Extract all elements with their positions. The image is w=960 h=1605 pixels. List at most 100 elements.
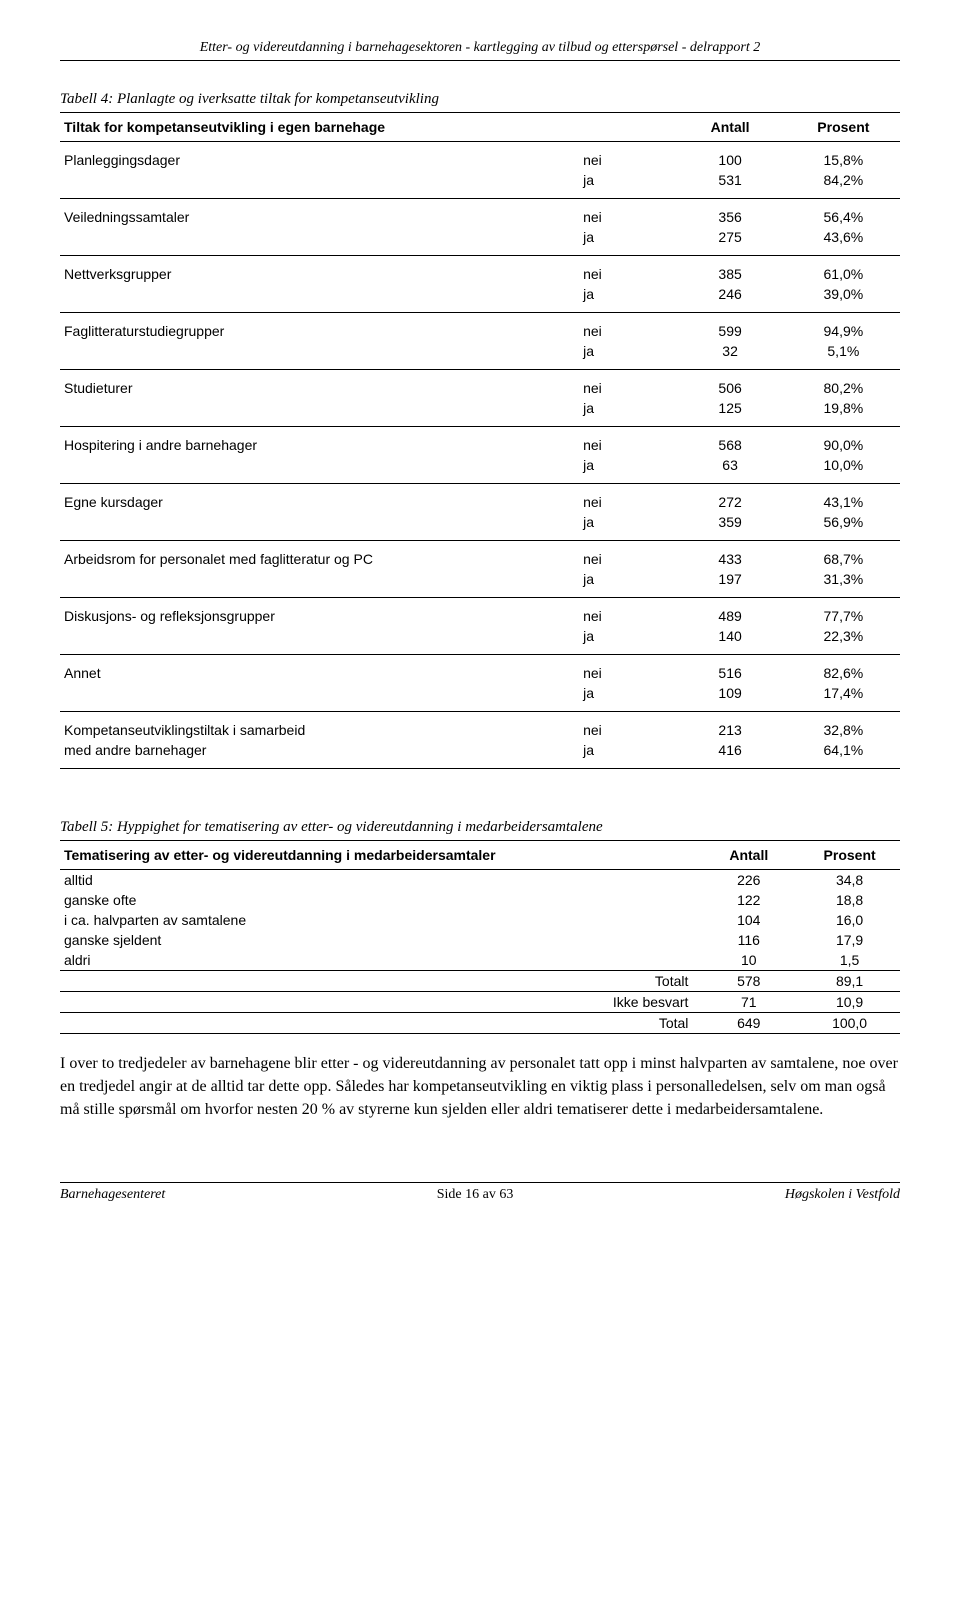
table-row: Totalt57889,1 — [60, 971, 900, 992]
row-percent: 100,0 — [799, 1013, 900, 1034]
row-label: alltid — [60, 870, 564, 891]
table-row: Egne kursdagernei27243,1% — [60, 484, 900, 513]
table-row: Diskusjons- og refleksjonsgruppernei4897… — [60, 598, 900, 627]
table-row: ja27543,6% — [60, 227, 900, 256]
t5-head-prosent: Prosent — [799, 841, 900, 870]
table-row: Nettverksgruppernei38561,0% — [60, 256, 900, 285]
row-percent: 89,1 — [799, 971, 900, 992]
row-label — [60, 512, 579, 541]
table-row: ganske ofte12218,8 — [60, 890, 900, 910]
row-count: 109 — [673, 683, 786, 712]
row-percent: 34,8 — [799, 870, 900, 891]
row-count: 359 — [673, 512, 786, 541]
row-sub: nei — [579, 484, 673, 513]
footer-left: Barnehagesenteret — [60, 1187, 165, 1203]
table-row: Planleggingsdagernei10015,8% — [60, 142, 900, 171]
row-count: 433 — [673, 541, 786, 570]
row-percent: 94,9% — [787, 313, 900, 342]
row-percent: 64,1% — [787, 740, 900, 769]
table-row: Arbeidsrom for personalet med faglittera… — [60, 541, 900, 570]
row-sub — [564, 930, 698, 950]
row-percent: 1,5 — [799, 950, 900, 971]
table-row: Studieturernei50680,2% — [60, 370, 900, 399]
row-percent: 43,6% — [787, 227, 900, 256]
table4-caption: Tabell 4: Planlagte og iverksatte tiltak… — [60, 91, 900, 108]
row-label — [60, 341, 579, 370]
footer-center: Side 16 av 63 — [437, 1187, 514, 1203]
table-row: med andre barnehagerja41664,1% — [60, 740, 900, 769]
row-sub: nei — [579, 256, 673, 285]
row-percent: 31,3% — [787, 569, 900, 598]
row-percent: 61,0% — [787, 256, 900, 285]
table-row: Ikke besvart7110,9 — [60, 992, 900, 1013]
table-row: Veiledningssamtalernei35656,4% — [60, 199, 900, 228]
row-count: 100 — [673, 142, 786, 171]
row-count: 116 — [698, 930, 799, 950]
body-paragraph: I over to tredjedeler av barnehagene bli… — [60, 1052, 900, 1122]
t4-head-prosent: Prosent — [787, 113, 900, 142]
row-count: 568 — [673, 427, 786, 456]
table-row: ja10917,4% — [60, 683, 900, 712]
row-sub: nei — [579, 598, 673, 627]
row-percent: 43,1% — [787, 484, 900, 513]
page-footer: Barnehagesenteret Side 16 av 63 Høgskole… — [60, 1182, 900, 1203]
row-percent: 17,4% — [787, 683, 900, 712]
row-label — [60, 971, 564, 992]
row-percent: 80,2% — [787, 370, 900, 399]
row-count: 489 — [673, 598, 786, 627]
row-sub: ja — [579, 227, 673, 256]
row-label — [60, 683, 579, 712]
row-sub: ja — [579, 341, 673, 370]
row-sub: nei — [579, 655, 673, 684]
row-percent: 77,7% — [787, 598, 900, 627]
row-sub: nei — [579, 712, 673, 741]
row-label: Egne kursdager — [60, 484, 579, 513]
row-percent: 19,8% — [787, 398, 900, 427]
row-percent: 84,2% — [787, 170, 900, 199]
row-label — [60, 170, 579, 199]
t5-head-label: Tematisering av etter- og videreutdannin… — [60, 841, 698, 870]
row-label: Veiledningssamtaler — [60, 199, 579, 228]
row-count: 197 — [673, 569, 786, 598]
table-row: ja14022,3% — [60, 626, 900, 655]
row-label: Hospitering i andre barnehager — [60, 427, 579, 456]
row-percent: 10,0% — [787, 455, 900, 484]
row-sub: Totalt — [564, 971, 698, 992]
row-count: 10 — [698, 950, 799, 971]
row-percent: 82,6% — [787, 655, 900, 684]
row-label — [60, 992, 564, 1013]
row-sub: ja — [579, 398, 673, 427]
row-sub: ja — [579, 626, 673, 655]
row-percent: 5,1% — [787, 341, 900, 370]
row-sub: ja — [579, 170, 673, 199]
footer-right: Høgskolen i Vestfold — [785, 1187, 900, 1203]
table4: Tiltak for kompetanseutvikling i egen ba… — [60, 112, 900, 769]
row-sub: nei — [579, 427, 673, 456]
row-count: 71 — [698, 992, 799, 1013]
row-label — [60, 569, 579, 598]
row-sub: nei — [579, 370, 673, 399]
row-label — [60, 1013, 564, 1034]
row-count: 416 — [673, 740, 786, 769]
row-label: Faglitteraturstudiegrupper — [60, 313, 579, 342]
row-label: ganske sjeldent — [60, 930, 564, 950]
row-sub: ja — [579, 455, 673, 484]
row-sub: ja — [579, 512, 673, 541]
row-count: 356 — [673, 199, 786, 228]
row-percent: 18,8 — [799, 890, 900, 910]
row-sub — [564, 950, 698, 971]
row-label — [60, 398, 579, 427]
row-label: i ca. halvparten av samtalene — [60, 910, 564, 930]
row-label: Planleggingsdager — [60, 142, 579, 171]
row-percent: 56,9% — [787, 512, 900, 541]
table5: Tematisering av etter- og videreutdannin… — [60, 840, 900, 1034]
row-count: 213 — [673, 712, 786, 741]
row-sub: nei — [579, 199, 673, 228]
row-label: med andre barnehager — [60, 740, 579, 769]
table-row: ja6310,0% — [60, 455, 900, 484]
row-label — [60, 626, 579, 655]
row-count: 122 — [698, 890, 799, 910]
row-count: 32 — [673, 341, 786, 370]
row-sub: nei — [579, 142, 673, 171]
row-percent: 56,4% — [787, 199, 900, 228]
